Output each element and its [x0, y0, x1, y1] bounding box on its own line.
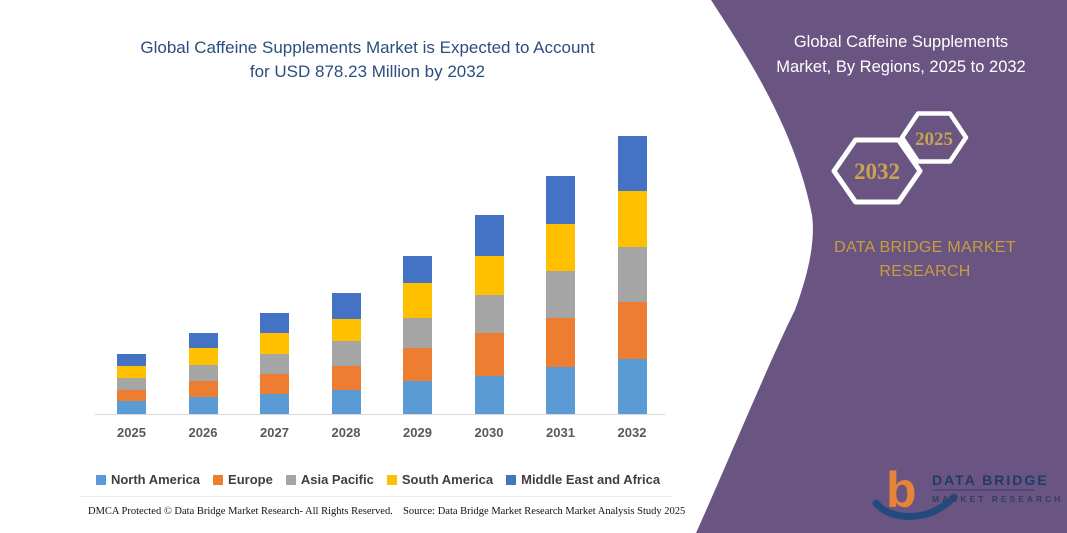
legend-item: Asia Pacific: [285, 472, 374, 487]
bar-segment: [617, 190, 647, 247]
bar-segment: [546, 270, 575, 318]
bar-segment: [331, 341, 361, 366]
bar-segment: [117, 389, 146, 402]
bar-2025: [117, 353, 146, 414]
bar-segment: [474, 375, 504, 414]
bar-segment: [331, 293, 361, 319]
bar-segment: [260, 394, 289, 414]
bar-segment: [403, 318, 432, 349]
footer-source-text: Source: Data Bridge Market Research Mark…: [403, 506, 686, 517]
chart-plot-area: 2025 2026 2027 2028 2029 2030 2031 2032: [95, 136, 665, 440]
legend-item: Middle East and Africa: [506, 472, 660, 487]
bar-segment: [474, 215, 504, 256]
bar-segment: [474, 255, 504, 295]
legend-label: North America: [110, 472, 201, 487]
bar-segment: [474, 333, 504, 376]
chart-title-line-1: Global Caffeine Supplements Market is Ex…: [140, 38, 595, 57]
bar-segment: [188, 381, 218, 397]
logo-name: DATA BRIDGE: [932, 472, 1049, 488]
dbmr-logo: b DATA BRIDGE MARKET RESEARCH: [872, 462, 1063, 520]
x-axis-label: 2026: [188, 425, 218, 440]
bar-2026: [188, 332, 218, 414]
bar-segment: [117, 365, 146, 378]
bar-segment: [617, 246, 647, 303]
bar-segment: [188, 348, 218, 366]
bar-segment: [403, 255, 432, 284]
separator-line: [80, 496, 672, 497]
logo-tagline: MARKET RESEARCH: [932, 494, 1063, 504]
bar-segment: [617, 358, 647, 414]
x-axis-label: 2031: [546, 425, 575, 440]
panel-title-line-1: Global Caffeine Supplements: [793, 33, 1009, 51]
legend-item: Europe: [213, 472, 273, 487]
bar-segment: [188, 396, 218, 414]
x-axis-label: 2025: [117, 425, 146, 440]
bar-segment: [260, 333, 289, 354]
bar-2027: [260, 313, 289, 414]
bar-segment: [260, 374, 289, 395]
legend-item: North America: [95, 472, 201, 487]
legend-label: Middle East and Africa: [521, 472, 661, 487]
legend-item: South America: [386, 472, 494, 487]
x-axis-label: 2030: [474, 425, 504, 440]
panel-title: Global Caffeine Supplements Market, By R…: [740, 30, 1062, 80]
x-axis-label: 2027: [260, 425, 289, 440]
chart-title-line-2: for USD 878.23 Million by 2032: [249, 62, 486, 81]
bar-segment: [617, 302, 647, 359]
hexagon-2032-icon: 2032: [831, 137, 923, 205]
bar-segment: [546, 224, 575, 271]
bar-segment: [403, 381, 432, 414]
bar-segment: [546, 366, 575, 414]
hexagon-2025-icon: 2025: [899, 111, 969, 164]
bar-2031: [546, 176, 575, 414]
legend-swatch-icon: [285, 474, 296, 485]
bar-segment: [331, 318, 361, 342]
bar-segment: [260, 353, 289, 375]
legend-label: South America: [401, 472, 494, 487]
x-axis-line: [95, 414, 665, 415]
bar-segment: [188, 332, 218, 349]
x-axis-label: 2032: [617, 425, 647, 440]
legend-swatch-icon: [95, 474, 106, 485]
bar-segment: [331, 389, 361, 414]
bar-2028: [331, 293, 361, 414]
x-axis-label: 2029: [403, 425, 432, 440]
bar-segment: [117, 401, 146, 414]
legend-swatch-icon: [213, 474, 224, 485]
panel-title-line-2: Market, By Regions, 2025 to 2032: [776, 58, 1026, 76]
panel-background: [696, 0, 1067, 533]
brand-line-2: RESEARCH: [879, 263, 971, 280]
hexagon-year-2025: 2025: [915, 129, 953, 150]
bar-segment: [260, 313, 289, 334]
legend: North America Europe Asia Pacific South Ame…: [78, 472, 678, 487]
brand-name: DATA BRIDGE MARKET RESEARCH: [800, 236, 1050, 284]
chart-title: Global Caffeine Supplements Market is Ex…: [90, 36, 645, 84]
legend-swatch-icon: [506, 474, 517, 485]
logo-swoosh-icon: [872, 493, 958, 520]
bar-2029: [403, 255, 432, 414]
logo-b-icon: b: [886, 462, 917, 518]
bar-segment: [188, 365, 218, 382]
x-axis-label: 2028: [331, 425, 361, 440]
bar-segment: [403, 348, 432, 382]
bar-segment: [117, 353, 146, 366]
bar-2032: [617, 136, 647, 414]
hexagon-year-2032: 2032: [854, 159, 900, 184]
bar-2030: [474, 215, 504, 414]
brand-line-1: DATA BRIDGE MARKET: [834, 239, 1016, 256]
legend-label: Asia Pacific: [300, 472, 374, 487]
bar-segment: [331, 365, 361, 390]
footer-dmca-text: DMCA Protected © Data Bridge Market Rese…: [88, 506, 393, 517]
bar-segment: [117, 377, 146, 390]
bar-segment: [474, 294, 504, 334]
bar-segment: [546, 176, 575, 225]
bar-segment: [403, 283, 432, 319]
legend-swatch-icon: [386, 474, 397, 485]
legend-label: Europe: [228, 472, 273, 487]
bar-segment: [546, 317, 575, 367]
bar-segment: [617, 136, 647, 191]
